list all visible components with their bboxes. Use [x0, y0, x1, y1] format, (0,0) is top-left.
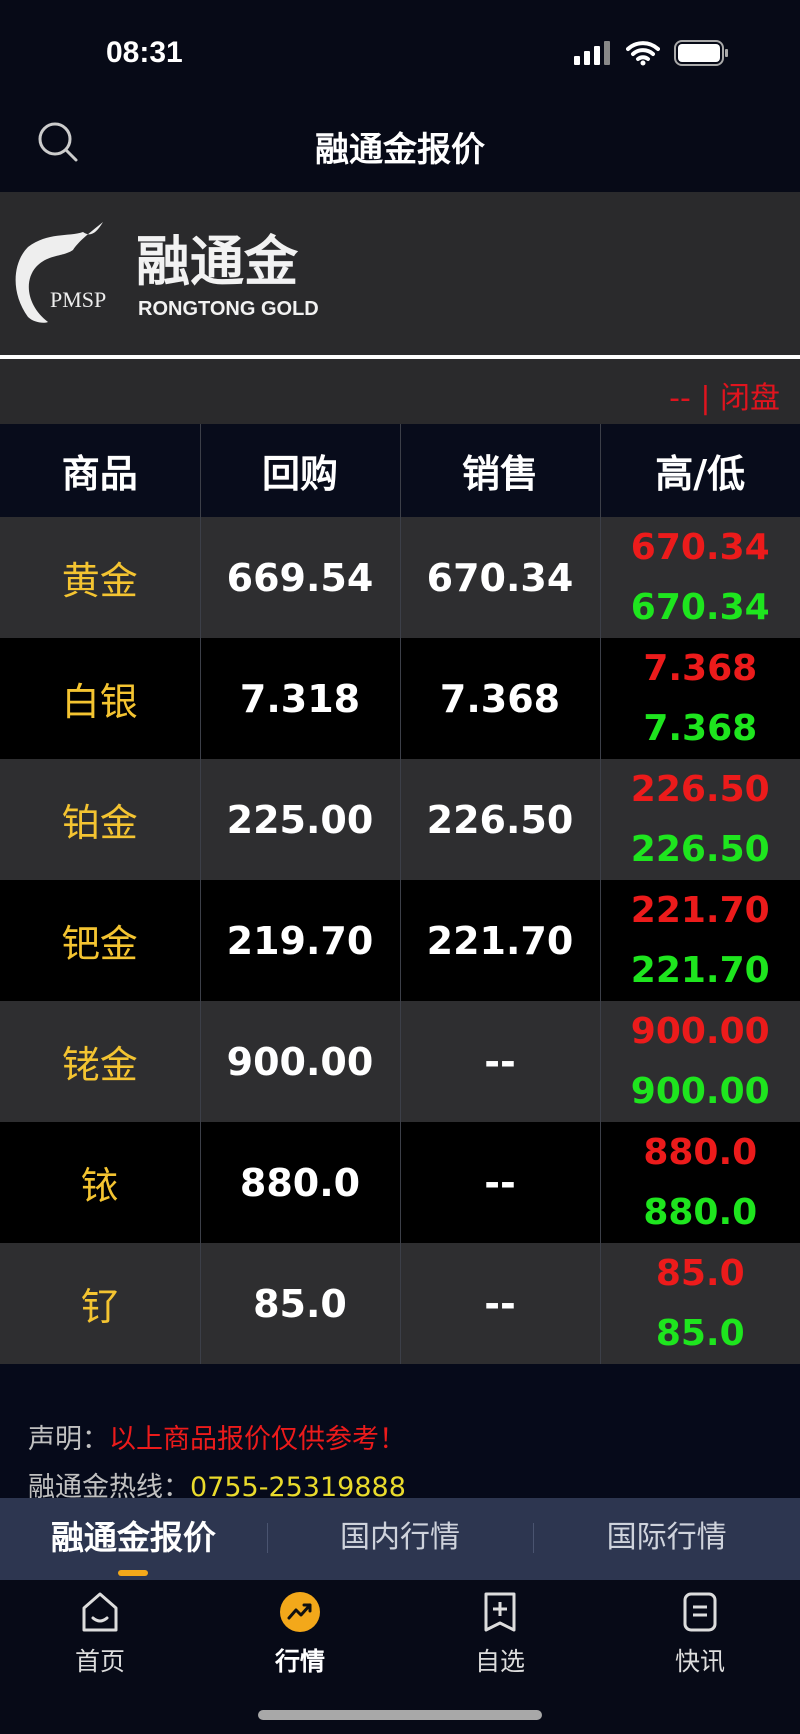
price-table: 商品 回购 销售 高/低 黄金 669.54 670.34 670.34 670.… — [0, 424, 800, 1364]
nav-news-label: 快讯 — [674, 1647, 725, 1676]
nav-watchlist-label: 自选 — [474, 1647, 525, 1676]
high-price: 221.70 — [630, 889, 770, 931]
news-icon — [683, 1592, 717, 1632]
sell-price: -- — [400, 1001, 601, 1122]
sell-price: -- — [400, 1243, 601, 1364]
table-row[interactable]: 铱 880.0 -- 880.0 880.0 — [0, 1122, 800, 1243]
high-price: 85.0 — [655, 1252, 745, 1294]
table-row[interactable]: 钌 85.0 -- 85.0 85.0 — [0, 1243, 800, 1364]
product-name: 钌 — [0, 1243, 201, 1364]
nav-market[interactable]: 行情 — [200, 1580, 400, 1734]
nav-bar: 融通金报价 — [0, 100, 800, 192]
high-price: 880.0 — [643, 1131, 758, 1173]
high-price: 7.368 — [643, 647, 758, 689]
header-high-low: 高/低 — [600, 424, 800, 517]
search-icon[interactable] — [36, 120, 80, 164]
table-row[interactable]: 钯金 219.70 221.70 221.70 221.70 — [0, 880, 800, 1001]
quote-tabs: 融通金报价 国内行情 国际行情 — [0, 1498, 800, 1580]
signal-icon — [574, 41, 610, 65]
wifi-icon — [626, 41, 660, 66]
high-low-cell: 670.34 670.34 — [600, 517, 800, 638]
high-low-cell: 7.368 7.368 — [600, 638, 800, 759]
high-low-cell: 221.70 221.70 — [600, 880, 800, 1001]
nav-watchlist[interactable]: 自选 — [400, 1580, 600, 1734]
product-name: 黄金 — [0, 517, 201, 638]
sell-price: 7.368 — [400, 638, 601, 759]
page-title: 融通金报价 — [315, 130, 485, 170]
header-product: 商品 — [0, 424, 201, 517]
high-low-cell: 85.0 85.0 — [600, 1243, 800, 1364]
sell-price: -- — [400, 1122, 601, 1243]
bottom-nav: 首页 行情 自选 快讯 — [0, 1580, 800, 1734]
nav-market-label: 行情 — [274, 1647, 325, 1676]
low-price: 226.50 — [630, 828, 770, 870]
table-row[interactable]: 黄金 669.54 670.34 670.34 670.34 — [0, 517, 800, 638]
high-low-cell: 900.00 900.00 — [600, 1001, 800, 1122]
nav-home[interactable]: 首页 — [0, 1580, 200, 1734]
low-price: 900.00 — [630, 1070, 770, 1112]
nav-home-label: 首页 — [74, 1647, 125, 1676]
status-bar: 08:31 — [0, 0, 800, 100]
battery-icon — [674, 40, 728, 66]
buyback-price: 900.00 — [200, 1001, 401, 1122]
tab-domestic-market[interactable]: 国内行情 — [266, 1498, 534, 1580]
home-indicator[interactable] — [258, 1710, 542, 1720]
high-price: 900.00 — [630, 1010, 770, 1052]
high-low-cell: 226.50 226.50 — [600, 759, 800, 880]
product-name: 铂金 — [0, 759, 201, 880]
buyback-price: 7.318 — [200, 638, 401, 759]
clock: 08:31 — [106, 36, 183, 69]
svg-text:PMSP: PMSP — [50, 287, 106, 312]
svg-text:RONGTONG GOLD: RONGTONG GOLD — [138, 298, 319, 320]
table-row[interactable]: 铑金 900.00 -- 900.00 900.00 — [0, 1001, 800, 1122]
product-name: 铱 — [0, 1122, 201, 1243]
high-price: 226.50 — [630, 768, 770, 810]
buyback-price: 880.0 — [200, 1122, 401, 1243]
market-status-row: -- | 闭盘 — [0, 359, 800, 424]
high-price: 670.34 — [630, 526, 770, 568]
sell-price: 226.50 — [400, 759, 601, 880]
tab-international-market[interactable]: 国际行情 — [533, 1498, 800, 1580]
buyback-price: 669.54 — [200, 517, 401, 638]
buyback-price: 85.0 — [200, 1243, 401, 1364]
svg-text:融通金: 融通金 — [136, 230, 299, 293]
footer-info: 声明：以上商品报价仅供参考！ 融通金热线：0755-25319888 — [0, 1364, 800, 1503]
product-name: 铑金 — [0, 1001, 201, 1122]
market-status: -- | 闭盘 — [669, 381, 780, 416]
buyback-price: 219.70 — [200, 880, 401, 1001]
trend-icon — [280, 1592, 320, 1632]
hotline-label: 融通金热线： — [28, 1472, 190, 1503]
header-sell: 销售 — [400, 424, 601, 517]
hotline-number[interactable]: 0755-25319888 — [190, 1472, 406, 1503]
brand-banner: PMSP 融通金 RONGTONG GOLD — [0, 192, 800, 355]
product-name: 白银 — [0, 638, 201, 759]
buyback-price: 225.00 — [200, 759, 401, 880]
rongtong-logo: PMSP 融通金 RONGTONG GOLD — [8, 212, 358, 336]
sell-price: 221.70 — [400, 880, 601, 1001]
table-row[interactable]: 铂金 225.00 226.50 226.50 226.50 — [0, 759, 800, 880]
low-price: 7.368 — [643, 707, 758, 749]
high-low-cell: 880.0 880.0 — [600, 1122, 800, 1243]
product-name: 钯金 — [0, 880, 201, 1001]
low-price: 85.0 — [655, 1312, 745, 1354]
header-buyback: 回购 — [200, 424, 401, 517]
home-icon — [82, 1592, 118, 1632]
low-price: 221.70 — [630, 949, 770, 991]
divider — [0, 355, 800, 359]
table-row[interactable]: 白银 7.318 7.368 7.368 7.368 — [0, 638, 800, 759]
disclaimer-text: 以上商品报价仅供参考！ — [109, 1424, 406, 1455]
tab-rongtong-quote[interactable]: 融通金报价 — [0, 1498, 267, 1580]
low-price: 880.0 — [643, 1191, 758, 1233]
nav-news[interactable]: 快讯 — [600, 1580, 800, 1734]
low-price: 670.34 — [630, 586, 770, 628]
sell-price: 670.34 — [400, 517, 601, 638]
disclaimer-label: 声明： — [28, 1424, 109, 1455]
bookmark-add-icon — [484, 1592, 516, 1632]
